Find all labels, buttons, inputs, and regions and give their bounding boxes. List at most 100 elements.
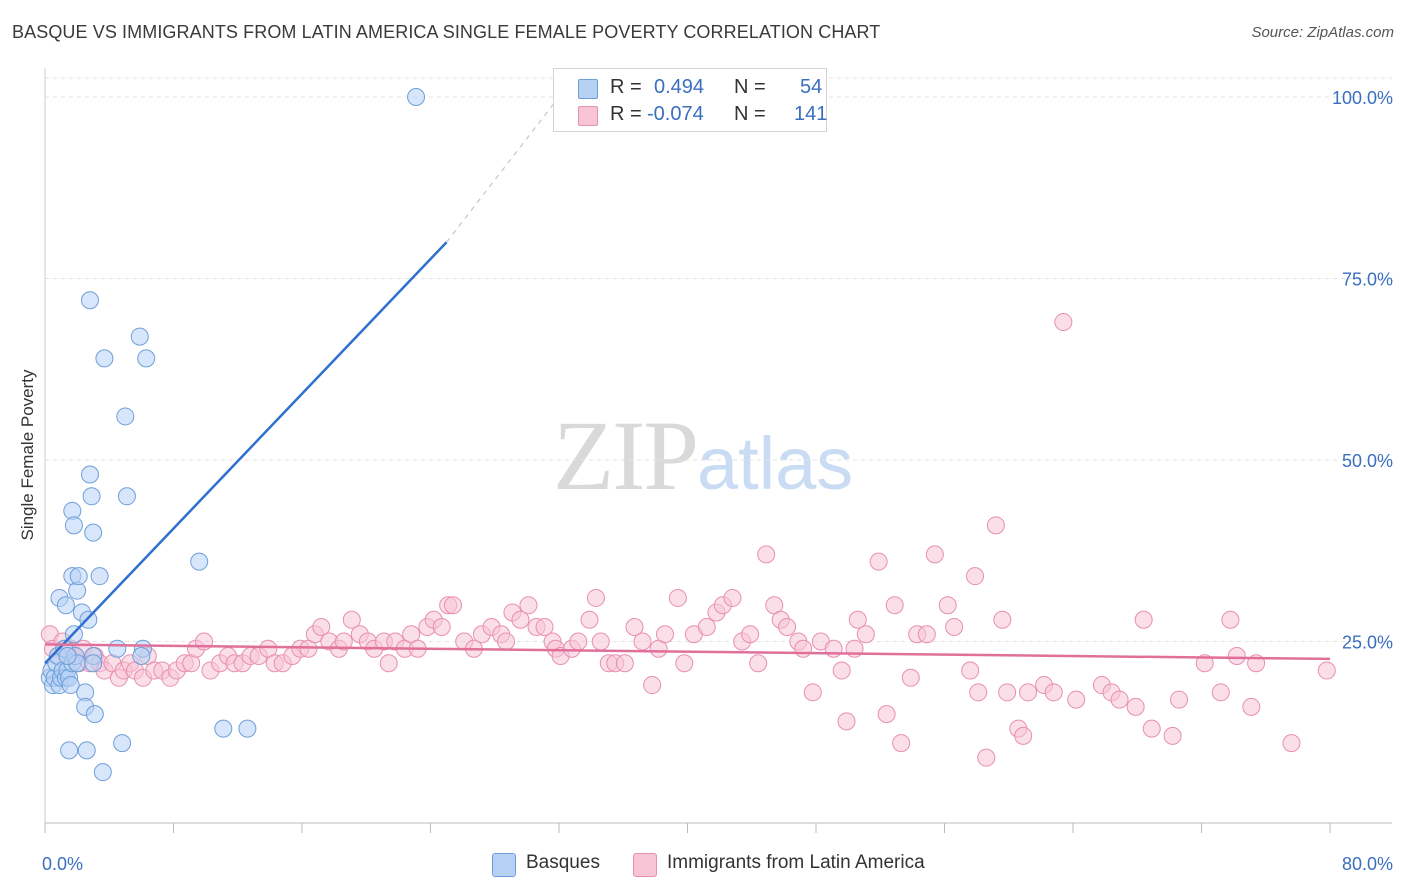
latin-point — [723, 588, 742, 607]
latin-point — [848, 610, 867, 629]
latin-point — [824, 639, 843, 658]
latin-point — [1126, 697, 1145, 716]
latin-point — [917, 625, 936, 644]
y-tick-label: 25.0% — [1342, 633, 1393, 653]
basques-point — [137, 349, 156, 368]
latin-point — [312, 617, 331, 636]
latin-point — [1221, 610, 1240, 629]
y-tick-label: 75.0% — [1342, 270, 1393, 290]
basques-point — [80, 465, 99, 484]
basques-point — [80, 291, 99, 310]
latin-point — [1317, 661, 1336, 680]
latin-point — [749, 654, 768, 673]
latin-point — [580, 610, 599, 629]
legend-r-value-latin: -0.074 — [647, 103, 704, 125]
latin-point — [1170, 690, 1189, 709]
latin-point — [778, 617, 797, 636]
basques-point — [56, 596, 75, 615]
basques-point — [60, 741, 79, 760]
latin-point — [586, 588, 605, 607]
legend-swatch-latin — [578, 106, 598, 126]
latin-point — [519, 596, 538, 615]
basques-point — [130, 327, 149, 346]
latin-point — [1054, 313, 1073, 332]
latin-point — [977, 748, 996, 767]
latin-point — [511, 610, 530, 629]
basques-point — [84, 523, 103, 542]
basques-point — [407, 88, 426, 106]
basques-point — [61, 676, 80, 695]
latin-point — [925, 545, 944, 564]
latin-point — [961, 661, 980, 680]
legend-n-label-basques: N = — [734, 76, 766, 98]
basques-trendline-extension — [446, 96, 560, 243]
latin-point — [569, 632, 588, 651]
latin-point — [986, 516, 1005, 535]
latin-point — [697, 617, 716, 636]
latin-point — [342, 610, 361, 629]
latin-point — [966, 567, 985, 586]
basques-point — [117, 487, 136, 506]
basques-point — [116, 407, 135, 426]
latin-point — [998, 683, 1017, 702]
latin-point — [869, 552, 888, 571]
legend-n-label-latin: N = — [734, 103, 766, 125]
latin-point — [1014, 726, 1033, 745]
latin-point — [379, 654, 398, 673]
legend-r-value-basques: 0.494 — [654, 76, 705, 98]
latin-point — [591, 632, 610, 651]
latin-point — [1142, 719, 1161, 738]
bottom-label-basques: Basques — [526, 852, 600, 873]
latin-point — [1110, 690, 1129, 709]
basques-point — [214, 719, 233, 738]
basques-point — [132, 647, 151, 666]
latin-point — [837, 712, 856, 731]
latin-point — [334, 632, 353, 651]
basques-point — [108, 639, 127, 658]
basques-point — [90, 567, 109, 586]
latin-point — [1195, 654, 1214, 673]
legend-n-value-basques: 54 — [800, 76, 823, 98]
legend-n-value-latin: 141 — [794, 103, 828, 125]
latin-point — [633, 632, 652, 651]
latin-point — [741, 625, 760, 644]
latin-point — [901, 668, 920, 687]
latin-point — [969, 683, 988, 702]
latin-point — [1163, 726, 1182, 745]
legend-r-label-latin: R = — [610, 103, 642, 125]
legend-r-label-basques: R = — [610, 76, 642, 98]
latin-point — [1211, 683, 1230, 702]
latin-point — [1227, 647, 1246, 666]
bottom-swatch-latin — [633, 853, 657, 877]
latin-point — [496, 632, 515, 651]
latin-point — [535, 617, 554, 636]
latin-point — [892, 734, 911, 753]
basques-trendline — [44, 241, 448, 665]
latin-point — [625, 617, 644, 636]
latin-point — [794, 639, 813, 658]
latin-point — [668, 588, 687, 607]
latin-point — [832, 661, 851, 680]
latin-point — [656, 625, 675, 644]
latin-point — [1282, 734, 1301, 753]
latin-point — [945, 617, 964, 636]
latin-point — [675, 654, 694, 673]
latin-point — [993, 610, 1012, 629]
x-tick-label-min: 0.0% — [42, 854, 83, 874]
bottom-label-latin: Immigrants from Latin America — [667, 852, 925, 873]
basques-point — [69, 567, 88, 586]
basques-point — [190, 552, 209, 571]
latin-point — [885, 596, 904, 615]
latin-point — [938, 596, 957, 615]
basques-point — [238, 719, 257, 738]
legend-swatch-basques — [578, 79, 598, 99]
latin-point — [1019, 683, 1038, 702]
latin-point — [803, 683, 822, 702]
basques-point — [95, 349, 114, 368]
latin-point — [1134, 610, 1153, 629]
bottom-swatch-basques — [492, 853, 516, 877]
basques-point — [113, 734, 132, 753]
latin-trendline — [44, 643, 1331, 661]
basques-point — [93, 763, 112, 782]
